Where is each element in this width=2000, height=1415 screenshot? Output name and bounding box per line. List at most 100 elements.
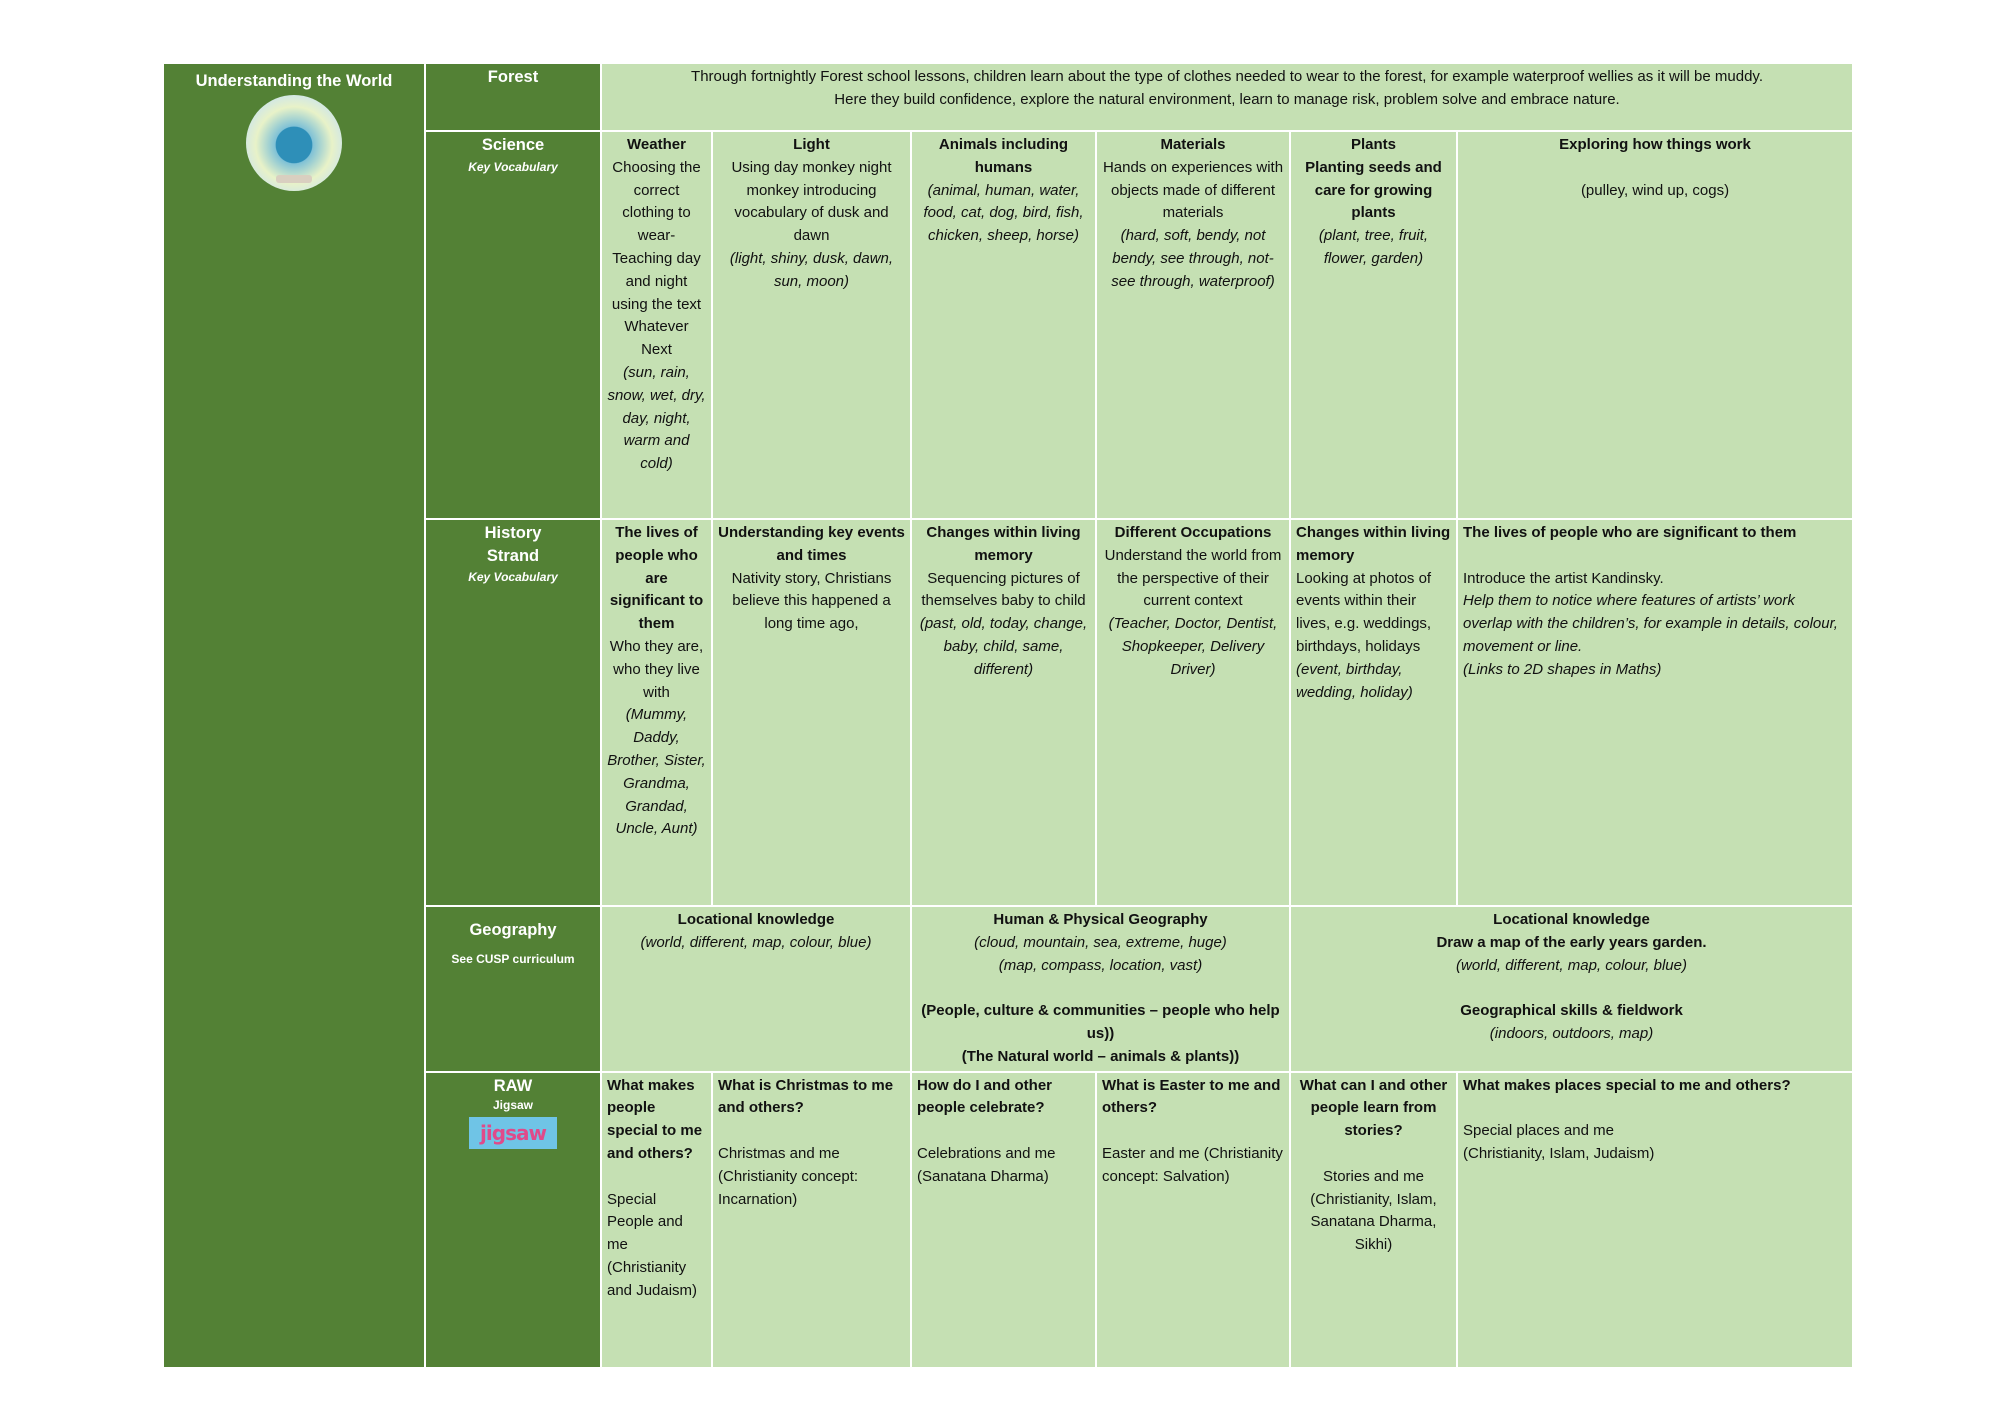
spacer (1463, 1097, 1847, 1120)
raw-cell: What is Easter to me and others? Easter a… (1095, 1070, 1291, 1369)
science-label: Science Key Vocabulary (424, 130, 602, 520)
cell-heading: Planting seeds and care for growing plan… (1305, 158, 1442, 222)
cell-text: (animal, human, water, food, cat, dog, b… (923, 181, 1084, 245)
row-sublabel: See CUSP curriculum (451, 951, 575, 966)
cell-text: (light, shiny, dusk, dawn, sun, moon) (729, 249, 894, 290)
cell-text: Choosing the correct clothing to wear- T… (611, 158, 702, 359)
row-label: RAW (493, 1076, 533, 1095)
spacer (1296, 977, 1847, 1000)
cell-text: Easter and me (Christianity concept: Sal… (1102, 1144, 1283, 1185)
subject-title: Understanding the World (195, 72, 393, 90)
row-label: Geography (469, 921, 557, 939)
science-weather-cell: Weather Choosing the correct clothing to … (600, 130, 713, 520)
cell-text: (pulley, wind up, cogs) (1580, 181, 1730, 199)
forest-line: Here they build confidence, explore the … (834, 90, 1620, 108)
raw-cell: What can I and other people learn from s… (1289, 1070, 1458, 1369)
science-row: Science Key Vocabulary Weather Choosing th… (163, 130, 1855, 520)
cell-heading: Exploring how things work (1559, 136, 1751, 153)
cell-heading: Different Occupations (1114, 524, 1272, 541)
cell-heading: Draw a map of the early years garden. (1436, 933, 1707, 951)
cell-text: Help them to notice where features of ar… (1463, 592, 1838, 655)
forest-label: Forest (424, 62, 602, 132)
cell-text: (indoors, outdoors, map) (1489, 1024, 1654, 1042)
spacer (1102, 1120, 1284, 1143)
row-sublabel: Jigsaw (492, 1098, 534, 1113)
geography-cell: Locational knowledge (world, different, m… (600, 905, 912, 1073)
cell-heading: What is Christmas to me and others? (718, 1076, 894, 1117)
forest-row: Understanding the World Forest Through f… (162, 62, 1855, 1369)
cell-heading: The lives of people who are significant … (609, 524, 704, 633)
cell-text: Understand the world from the perspectiv… (1104, 546, 1282, 610)
raw-cell: What makes places special to me and othe… (1455, 1070, 1855, 1369)
science-animals-cell: Animals including humans (animal, human, … (910, 130, 1097, 520)
history-label: History Strand Key Vocabulary (424, 518, 602, 907)
raw-label: RAW Jigsaw jigsaw (424, 1070, 602, 1369)
history-cell: Changes within living memory Looking at p… (1289, 518, 1458, 907)
raw-row: RAW Jigsaw jigsaw What makes people specia… (163, 1070, 1855, 1369)
cell-text: (Teacher, Doctor, Dentist, Shopkeeper, D… (1108, 615, 1278, 678)
cell-heading: What is Easter to me and others? (1102, 1076, 1281, 1117)
forest-description: Through fortnightly Forest school lesson… (599, 62, 1855, 132)
cell-heading: Human & Physical Geography (993, 911, 1208, 928)
spacer (1463, 157, 1847, 180)
cell-text: Celebrations and me (Sanatana Dharma) (917, 1144, 1056, 1185)
row-label: History Strand (484, 524, 542, 565)
science-plants-cell: Plants Planting seeds and care for growin… (1289, 130, 1458, 520)
cell-text: Stories and me (Christianity, Islam, San… (1310, 1167, 1437, 1254)
science-light-cell: Light Using day monkey night monkey intro… (711, 130, 912, 520)
globe-image (246, 94, 342, 191)
cell-heading: Plants (1350, 136, 1396, 153)
row-sublabel: Key Vocabulary (468, 569, 558, 584)
history-cell: Different Occupations Understand the worl… (1095, 518, 1291, 907)
cell-text: (Mummy, Daddy, Brother, Sister, Grandma,… (607, 706, 706, 838)
cell-text: (plant, tree, fruit, flower, garden) (1318, 227, 1429, 267)
cell-text: Sequencing pictures of themselves baby t… (921, 569, 1086, 610)
cell-text: (event, birthday, wedding, holiday) (1296, 660, 1413, 701)
history-cell: The lives of people who are significant … (1455, 518, 1855, 907)
history-cell: Changes within living memory Sequencing p… (910, 518, 1097, 907)
history-row: History Strand Key Vocabulary The lives o… (163, 518, 1855, 907)
spacer (1296, 1143, 1451, 1166)
cell-heading: What makes places special to me and othe… (1463, 1076, 1791, 1094)
history-cell: Understanding key events and times Nativi… (711, 518, 912, 907)
cell-heading: Light (793, 136, 830, 153)
science-how-things-work-cell: Exploring how things work (pulley, wind u… (1455, 130, 1855, 520)
subject-header: Understanding the World (162, 62, 426, 1369)
cell-heading: What can I and other people learn from s… (1299, 1076, 1448, 1140)
geography-cell: Locational knowledge Draw a map of the ea… (1288, 905, 1855, 1073)
cell-text: (Christianity, Islam, Judaism) (1463, 1144, 1655, 1162)
cell-heading: Weather (627, 136, 686, 153)
cell-text: Christmas and me (Christianity concept: … (718, 1144, 859, 1208)
cell-heading: What makes people special to me and othe… (607, 1076, 703, 1162)
spacer (1463, 545, 1847, 568)
cell-heading: Locational knowledge (1493, 911, 1650, 928)
science-materials-cell: Materials Hands on experiences with objec… (1095, 130, 1291, 520)
cell-heading: How do I and other people celebrate? (917, 1076, 1052, 1117)
cell-heading: (The Natural world – animals & plants)) (961, 1047, 1240, 1065)
cell-text: Introduce the artist Kandinsky. (1463, 569, 1664, 587)
cell-text: Nativity story, Christians believe this … (731, 569, 892, 633)
cell-heading: Materials (1160, 136, 1226, 153)
curriculum-table: Understanding the World Forest Through f… (162, 62, 1855, 1369)
cell-text: Hands on experiences with objects made o… (1102, 158, 1284, 222)
forest-line: Through fortnightly Forest school lesson… (691, 68, 1763, 85)
cell-text: Using day monkey night monkey introducin… (731, 158, 892, 245)
cell-text: Who they are, who they live with (609, 637, 704, 701)
cell-text: (past, old, today, change, baby, child, … (919, 615, 1088, 678)
geography-label: Geography See CUSP curriculum (424, 905, 602, 1073)
cell-heading: Animals including humans (938, 136, 1069, 176)
cell-text: Special People and me (Christianity and … (607, 1190, 698, 1299)
row-label: Science (481, 136, 545, 154)
cell-text: (world, different, map, colour, blue) (1456, 956, 1687, 974)
cell-text: (map, compass, location, vast) (998, 956, 1203, 974)
geography-cell: Human & Physical Geography (cloud, mounta… (910, 905, 1291, 1073)
raw-cell: What is Christmas to me and others? Chris… (711, 1070, 912, 1369)
cell-heading: The lives of people who are significant … (1463, 524, 1797, 541)
raw-cell: What makes people special to me and othe… (600, 1070, 713, 1369)
spacer (607, 1166, 706, 1189)
cell-heading: Changes within living memory (926, 524, 1081, 564)
cell-text: Looking at photos of events within their… (1296, 569, 1432, 655)
raw-cell: How do I and other people celebrate? Cele… (910, 1070, 1097, 1369)
row-sublabel: Key Vocabulary (468, 159, 558, 174)
spacer (917, 977, 1284, 1000)
